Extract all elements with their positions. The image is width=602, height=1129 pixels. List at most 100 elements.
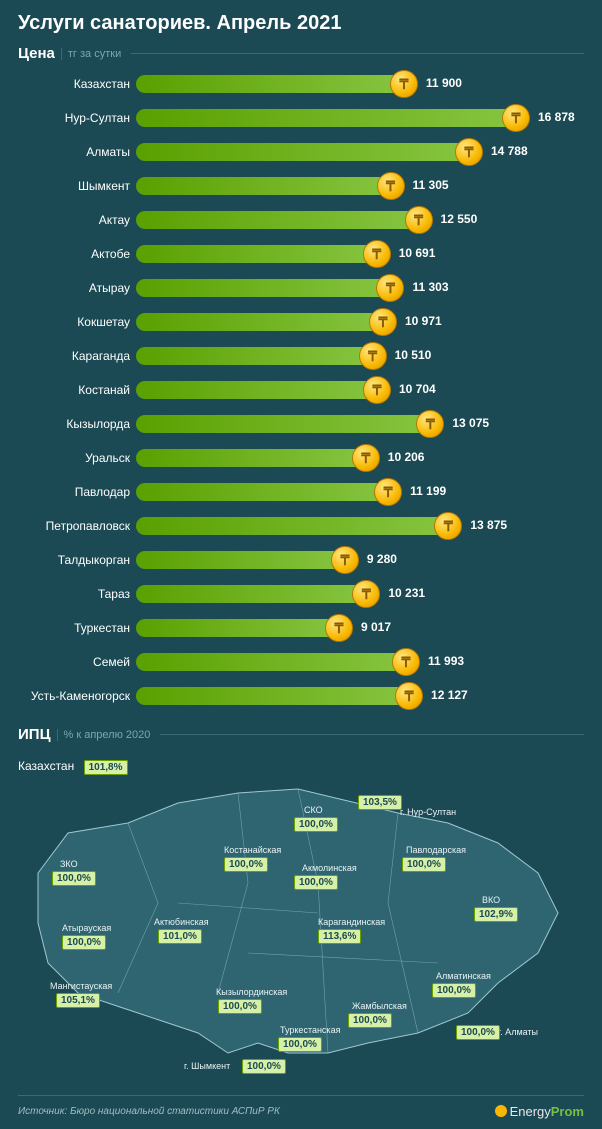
region-pct: 103,5% <box>358 795 402 810</box>
coin-icon: ₸ <box>434 512 462 540</box>
bar: ₸ <box>136 177 391 195</box>
region-label: ЗКО <box>60 859 78 869</box>
cpi-label: ИПЦ <box>18 726 51 743</box>
bar-value: 10 206 <box>388 450 425 464</box>
bar-row: Усть-Каменогорск₸12 127 <box>18 684 584 708</box>
region-label: Акмолинская <box>302 863 357 873</box>
bar-label: Атырау <box>18 281 136 295</box>
bar: ₸ <box>136 381 377 399</box>
region-label: Павлодарская <box>406 845 466 855</box>
bar-row: Казахстан₸11 900 <box>18 72 584 96</box>
bar-label: Усть-Каменогорск <box>18 689 136 703</box>
region-label: Актюбинская <box>154 917 209 927</box>
bar-area: ₸16 878 <box>136 108 584 128</box>
bar-row: Атырау₸11 303 <box>18 276 584 300</box>
bar-area: ₸13 075 <box>136 414 584 434</box>
coin-icon: ₸ <box>395 682 423 710</box>
divider <box>131 53 584 54</box>
cpi-section-header: ИПЦ % к апрелю 2020 <box>18 726 584 743</box>
coin-icon: ₸ <box>377 172 405 200</box>
bar-label: Костанай <box>18 383 136 397</box>
price-section-header: Цена тг за сутки <box>18 45 584 62</box>
price-bars: Казахстан₸11 900Нур-Султан₸16 878Алматы₸… <box>18 72 584 708</box>
page-title: Услуги санаториев. Апрель 2021 <box>18 12 584 35</box>
coin-icon: ₸ <box>392 648 420 676</box>
bar-label: Актобе <box>18 247 136 261</box>
region-label: ВКО <box>482 895 500 905</box>
bar-area: ₸11 303 <box>136 278 584 298</box>
bar: ₸ <box>136 653 406 671</box>
coin-icon: ₸ <box>359 342 387 370</box>
bar-row: Семей₸11 993 <box>18 650 584 674</box>
bar-area: ₸10 231 <box>136 584 584 604</box>
bar-value: 13 075 <box>452 416 489 430</box>
bar-value: 11 303 <box>412 280 448 294</box>
region-pct: 100,0% <box>242 1059 286 1074</box>
coin-icon: ₸ <box>363 240 391 268</box>
region-label: Костанайская <box>224 845 281 855</box>
price-label: Цена <box>18 45 55 62</box>
coin-icon: ₸ <box>374 478 402 506</box>
region-label: Туркестанская <box>280 1025 340 1035</box>
bar-row: Нур-Султан₸16 878 <box>18 106 584 130</box>
bar-area: ₸11 900 <box>136 74 584 94</box>
sun-icon <box>495 1105 507 1117</box>
region-label: г. Шымкент <box>184 1061 230 1071</box>
bar-label: Нур-Султан <box>18 111 136 125</box>
price-sublabel: тг за сутки <box>61 48 121 60</box>
bar-label: Казахстан <box>18 77 136 91</box>
bar-area: ₸14 788 <box>136 142 584 162</box>
coin-icon: ₸ <box>369 308 397 336</box>
region-pct: 100,0% <box>294 817 338 832</box>
bar-row: Талдыкорган₸9 280 <box>18 548 584 572</box>
bar-row: Костанай₸10 704 <box>18 378 584 402</box>
region-pct: 100,0% <box>294 875 338 890</box>
bar: ₸ <box>136 143 469 161</box>
bar-area: ₸11 993 <box>136 652 584 672</box>
region-label: Кызылординская <box>216 987 287 997</box>
region-pct: 113,6% <box>318 929 361 944</box>
bar-label: Петропавловск <box>18 519 136 533</box>
bar-value: 10 704 <box>399 382 436 396</box>
bar-value: 16 878 <box>538 110 575 124</box>
bar: ₸ <box>136 619 339 637</box>
region-pct: 100,0% <box>218 999 262 1014</box>
bar-area: ₸12 127 <box>136 686 584 706</box>
bar: ₸ <box>136 551 345 569</box>
coin-icon: ₸ <box>352 580 380 608</box>
coin-icon: ₸ <box>455 138 483 166</box>
bar-label: Уральск <box>18 451 136 465</box>
bar-row: Павлодар₸11 199 <box>18 480 584 504</box>
bar-area: ₸10 510 <box>136 346 584 366</box>
cpi-map: Казахстан 101,8% ЗКО100,0%Атырауская100,… <box>18 753 584 1083</box>
region-label: г. Нур-Султан <box>400 807 456 817</box>
bar-area: ₸ 13 875 <box>136 516 584 536</box>
bar-label: Актау <box>18 213 136 227</box>
bar-label: Туркестан <box>18 621 136 635</box>
bar: ₸ <box>136 517 448 535</box>
region-pct: 101,0% <box>158 929 202 944</box>
bar: ₸ <box>136 347 373 365</box>
coin-icon: ₸ <box>416 410 444 438</box>
coin-icon: ₸ <box>390 70 418 98</box>
coin-icon: ₸ <box>363 376 391 404</box>
bar-row: Уральск ₸ 10 206 <box>18 446 584 470</box>
bar-label: Алматы <box>18 145 136 159</box>
source-text: Источник: Бюро национальной статистики А… <box>18 1106 280 1117</box>
bar: ₸ <box>136 75 404 93</box>
bar-row: Кызылорда₸13 075 <box>18 412 584 436</box>
bar-row: Кокшетау₸10 971 <box>18 310 584 334</box>
coin-icon: ₸ <box>352 444 380 472</box>
bar-area: ₸ 9 280 <box>136 550 584 570</box>
bar-area: ₸11 199 <box>136 482 584 502</box>
bar-row: Алматы₸14 788 <box>18 140 584 164</box>
region-label: г. Алматы <box>498 1027 538 1037</box>
bar-label: Кызылорда <box>18 417 136 431</box>
bar-value: 13 875 <box>470 518 507 532</box>
region-label: Жамбылская <box>352 1001 407 1011</box>
bar-row: Тараз₸10 231 <box>18 582 584 606</box>
bar: ₸ <box>136 687 409 705</box>
bar: ₸ <box>136 245 377 263</box>
bar-label: Павлодар <box>18 485 136 499</box>
bar-value: 9 280 <box>367 552 397 566</box>
